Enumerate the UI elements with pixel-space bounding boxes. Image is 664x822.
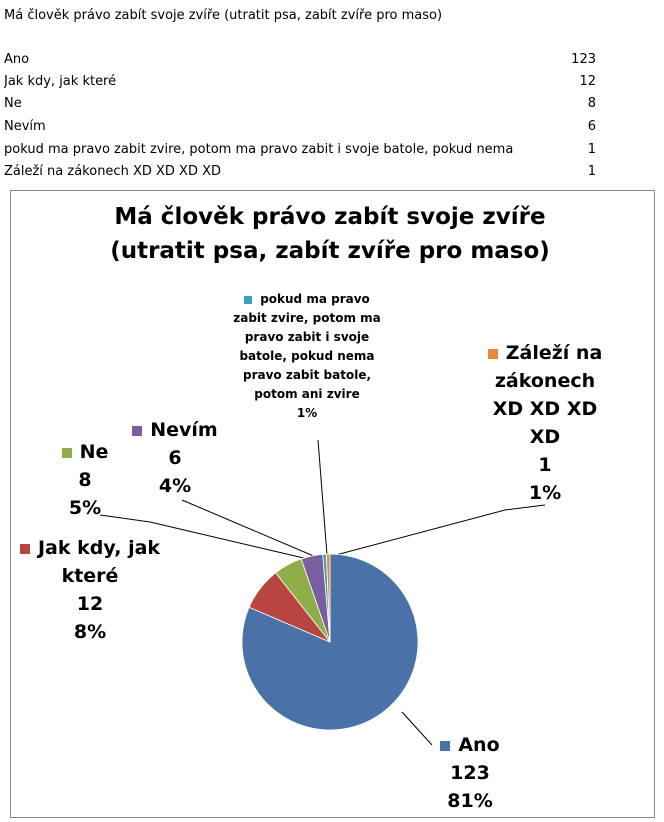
row-label: Ne bbox=[4, 96, 22, 111]
label-value: 8 bbox=[78, 469, 92, 491]
legend-swatch bbox=[440, 740, 451, 751]
row-value: 123 bbox=[571, 52, 596, 67]
row-label: Jak kdy, jak které bbox=[4, 74, 117, 89]
data-label: Záleží na zákonech XD XD XD XD 1 1% bbox=[478, 339, 612, 507]
row-value: 1 bbox=[587, 164, 596, 179]
row-label: Ano bbox=[4, 52, 30, 67]
legend-swatch bbox=[19, 543, 30, 554]
label-percent: 1% bbox=[296, 406, 318, 420]
leader-line bbox=[99, 514, 313, 561]
row-label: pokud ma pravo zabit zvire, potom ma pra… bbox=[4, 142, 514, 157]
category-text: Ano bbox=[458, 734, 500, 756]
legend-swatch bbox=[132, 425, 143, 436]
category-text: Jak kdy, jak které bbox=[37, 537, 161, 587]
legend-swatch bbox=[61, 447, 72, 458]
label-percent: 81% bbox=[447, 790, 493, 812]
data-label: Ne 8 5% bbox=[40, 438, 130, 522]
label-category: Záleží na zákonech XD XD XD XD bbox=[478, 339, 612, 451]
category-text: Nevím bbox=[150, 419, 218, 441]
label-value: 123 bbox=[450, 762, 490, 784]
category-text: Ne bbox=[79, 441, 109, 463]
data-label: Ano 123 81% bbox=[405, 731, 535, 815]
label-percent: 1% bbox=[528, 482, 562, 504]
table-title: Má člověk právo zabít svoje zvíře (utrat… bbox=[4, 8, 443, 23]
label-percent: 5% bbox=[68, 497, 102, 519]
legend-swatch bbox=[487, 348, 498, 359]
data-label: Jak kdy, jak které 12 8% bbox=[15, 534, 165, 646]
row-value: 1 bbox=[587, 142, 596, 157]
label-value: 1 bbox=[538, 454, 552, 476]
label-category: Jak kdy, jak které bbox=[15, 534, 165, 590]
chart-area bbox=[10, 190, 655, 818]
label-value: 12 bbox=[76, 593, 104, 615]
category-text: pokud ma pravo zabit zvire, potom ma pra… bbox=[233, 292, 381, 401]
data-label: pokud ma pravo zabit zvire, potom ma pra… bbox=[232, 290, 382, 423]
label-percent: 8% bbox=[73, 621, 107, 643]
leader-line bbox=[181, 499, 317, 558]
row-value: 12 bbox=[579, 74, 596, 89]
row-label: Nevím bbox=[4, 119, 46, 134]
leader-line bbox=[317, 439, 328, 556]
label-category: pokud ma pravo zabit zvire, potom ma pra… bbox=[232, 290, 382, 404]
pie-slice bbox=[325, 553, 331, 643]
row-value: 6 bbox=[587, 119, 596, 134]
leader-lines bbox=[99, 439, 546, 746]
category-text: Záleží na zákonech XD XD XD XD bbox=[492, 342, 603, 448]
chart-title: Má člověk právo zabít svoje zvíře (utrat… bbox=[110, 204, 550, 264]
label-category: Ano bbox=[405, 731, 535, 759]
data-label: Nevím 6 4% bbox=[120, 416, 230, 500]
label-percent: 4% bbox=[158, 475, 192, 497]
label-value: 6 bbox=[168, 447, 182, 469]
row-value: 8 bbox=[587, 96, 596, 111]
legend-swatch bbox=[244, 295, 253, 304]
leader-line bbox=[331, 504, 546, 557]
row-label: Záleží na zákonech XD XD XD XD bbox=[4, 164, 222, 179]
label-category: Ne bbox=[40, 438, 130, 466]
leader-line bbox=[401, 711, 433, 746]
label-category: Nevím bbox=[120, 416, 230, 444]
